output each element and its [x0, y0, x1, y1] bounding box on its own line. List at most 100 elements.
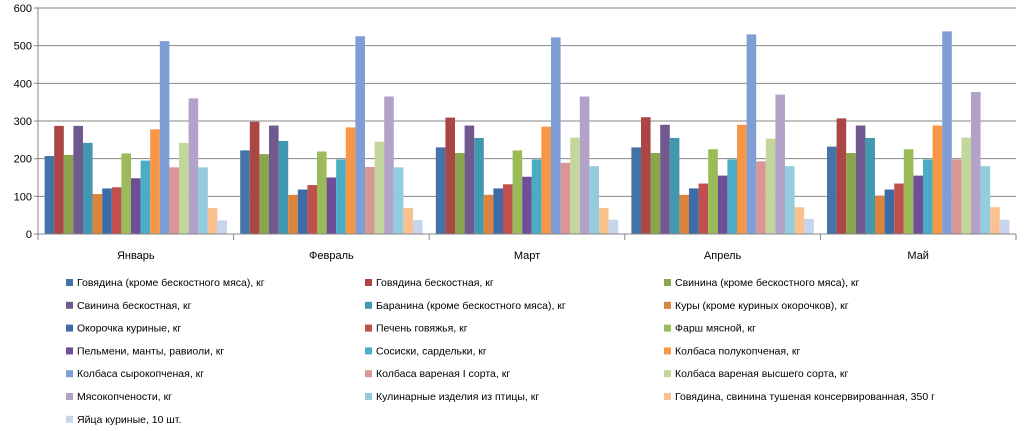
bar [111, 187, 122, 234]
bar [679, 194, 689, 234]
bar [827, 146, 837, 234]
legend-item: Кулинарные изделия из птицы, кг [365, 391, 539, 403]
bar [971, 92, 981, 234]
bar [570, 137, 580, 234]
x-axis: Январь Февраль Март Апрель Май [37, 233, 1017, 262]
legend-swatch [365, 370, 372, 378]
y-tick-label: 600 [14, 3, 32, 15]
bar [63, 154, 74, 234]
legend-swatch [365, 301, 372, 309]
bar [249, 121, 260, 234]
legend-label: Мясокопчености, кг [77, 391, 172, 403]
bar [903, 149, 914, 234]
bar [365, 166, 375, 234]
legend-label: Говядина, свинина тушеная консервированн… [675, 391, 935, 403]
bar [913, 175, 923, 234]
bar [599, 208, 609, 234]
bar [207, 208, 218, 234]
bar [579, 96, 590, 235]
legend-swatch [664, 370, 671, 378]
bar [121, 153, 131, 234]
legend-label: Фарш мясной, кг [675, 323, 756, 335]
legend-item: Баранина (кроме бескостного мяса), кг [365, 300, 566, 312]
legend-swatch [66, 393, 73, 400]
legend-item: Колбаса сырокопченая, кг [66, 368, 204, 380]
bar [641, 117, 651, 234]
legend-item: Яйца куриные, 10 шт. [66, 414, 181, 426]
bar [188, 98, 199, 235]
bar [403, 208, 413, 234]
bar [608, 219, 619, 234]
bar [278, 140, 289, 234]
legend-label: Окорочка куриные, кг [77, 323, 181, 335]
legend-item: Окорочка куриные, кг [66, 323, 181, 335]
bar [297, 189, 308, 234]
bars [44, 31, 1010, 235]
bar [317, 151, 327, 234]
bar [455, 153, 465, 234]
legend-item: Пельмени, манты, равиоли, кг [66, 345, 224, 357]
legend-label: Колбаса сырокопченая, кг [77, 368, 204, 380]
legend-label: Свинина (кроме бескостного мяса), кг [675, 277, 859, 289]
bar [875, 195, 885, 234]
bar [522, 176, 532, 234]
legend-swatch [66, 324, 73, 332]
bar [483, 194, 494, 234]
bar [92, 194, 103, 234]
legend-label: Сосиски, сардельки, кг [376, 345, 487, 357]
x-category-label: Февраль [309, 250, 354, 262]
bar [503, 184, 513, 234]
bar [179, 142, 189, 234]
bar [951, 159, 962, 234]
legend-swatch [664, 324, 671, 332]
legend-label: Колбаса вареная высшего сорта, кг [675, 368, 848, 380]
y-tick-label: 100 [14, 191, 32, 203]
bar [355, 36, 365, 234]
legend-label: Колбаса вареная I сорта, кг [376, 368, 510, 380]
bar [689, 188, 699, 234]
bar [541, 126, 551, 234]
bar [73, 125, 83, 234]
legend-item: Колбаса вареная высшего сорта, кг [664, 368, 848, 380]
bar [288, 194, 298, 234]
bar [660, 124, 670, 234]
legend-label: Куры (кроме куриных окорочков), кг [675, 300, 849, 312]
legend-swatch [66, 301, 73, 309]
legend-label: Говядина (кроме бескостного мяса), кг [77, 277, 265, 289]
bar [836, 118, 847, 234]
y-tick-label: 400 [14, 78, 32, 90]
x-category-label: Апрель [704, 250, 742, 262]
legend-swatch [66, 370, 73, 378]
bar [445, 117, 455, 234]
bar [54, 125, 64, 234]
bar [855, 125, 866, 234]
bar [336, 159, 346, 234]
legend-item: Сосиски, сардельки, кг [365, 345, 487, 357]
bar [804, 218, 814, 234]
bar [474, 137, 484, 234]
legend-label: Кулинарные изделия из птицы, кг [376, 391, 539, 403]
bar [44, 156, 55, 234]
bar [980, 166, 991, 234]
bar [727, 159, 737, 234]
bar [240, 150, 250, 234]
bar [531, 159, 542, 234]
bar [493, 188, 503, 234]
legend-item: Колбаса вареная I сорта, кг [365, 368, 510, 380]
legend-label: Яйца куриные, 10 шт. [77, 414, 181, 426]
bar [932, 125, 943, 234]
bar [435, 147, 446, 234]
x-category-label: Март [514, 250, 540, 262]
legend-item: Фарш мясной, кг [664, 323, 756, 335]
bar [794, 207, 805, 234]
legend-item: Куры (кроме куриных окорочков), кг [664, 300, 849, 312]
bar [884, 189, 895, 234]
legend-swatch [365, 393, 372, 400]
legend-swatch [66, 415, 73, 423]
y-tick-label: 200 [14, 154, 32, 166]
legend-item: Мясокопчености, кг [66, 391, 172, 403]
legend-swatch [365, 324, 372, 332]
bar [464, 125, 475, 234]
bar [942, 31, 952, 234]
